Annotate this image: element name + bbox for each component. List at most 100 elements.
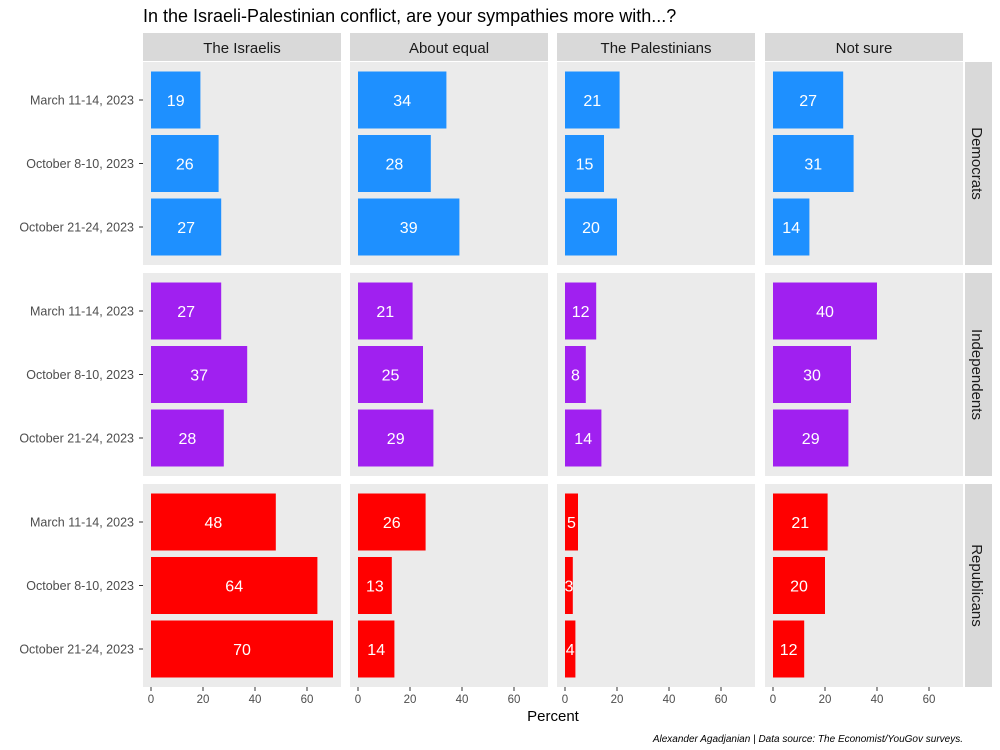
data-label: 26	[176, 157, 194, 174]
bar	[773, 557, 825, 614]
bar	[358, 135, 431, 192]
row-strip	[965, 62, 992, 265]
x-tick-label: 60	[508, 694, 521, 706]
column-strip-label: The Israelis	[203, 40, 281, 57]
bar	[358, 620, 395, 678]
x-tick-label: 0	[562, 694, 568, 706]
bar	[565, 135, 604, 192]
x-tick-label: 0	[148, 694, 154, 706]
y-tick-label: October 21-24, 2023	[19, 432, 134, 446]
y-tick-label: March 11-14, 2023	[30, 305, 134, 319]
data-label: 39	[400, 220, 418, 237]
data-label: 64	[225, 579, 243, 596]
x-tick-label: 40	[249, 694, 262, 706]
data-label: 30	[803, 368, 821, 385]
data-label: 29	[802, 431, 820, 448]
y-tick-label: October 8-10, 2023	[26, 579, 134, 593]
bar	[773, 493, 828, 551]
x-tick-label: 40	[456, 694, 469, 706]
data-label: 25	[382, 368, 400, 385]
data-label: 21	[376, 304, 394, 321]
x-tick-label: 20	[197, 694, 210, 706]
bar	[565, 493, 578, 551]
bar	[151, 493, 276, 551]
x-tick-label: 0	[355, 694, 361, 706]
data-label: 15	[576, 157, 594, 174]
x-tick-label: 20	[611, 694, 624, 706]
bar	[151, 620, 333, 678]
x-tick-label: 20	[819, 694, 832, 706]
bar	[151, 346, 248, 403]
bar	[565, 346, 586, 403]
data-label: 3	[564, 579, 573, 596]
x-tick-label: 60	[923, 694, 936, 706]
y-tick-label: October 8-10, 2023	[26, 157, 134, 171]
data-label: 21	[583, 93, 601, 110]
column-strip	[350, 33, 548, 61]
bar	[358, 493, 426, 551]
y-tick-label: October 21-24, 2023	[19, 643, 134, 657]
data-label: 31	[804, 157, 822, 174]
row-strip	[965, 484, 992, 687]
bar	[151, 282, 222, 340]
column-strip	[765, 33, 963, 61]
data-label: 70	[233, 642, 251, 659]
data-label: 14	[367, 642, 385, 659]
bar	[151, 198, 222, 256]
x-axis-label: Percent	[527, 708, 580, 725]
row-strip-label: Republicans	[968, 544, 985, 627]
bar	[151, 557, 318, 614]
bar	[151, 71, 201, 129]
data-label: 48	[205, 515, 223, 532]
data-label: 26	[383, 515, 401, 532]
bar	[358, 409, 434, 467]
column-strip	[557, 33, 755, 61]
data-label: 13	[366, 579, 384, 596]
bar	[773, 71, 844, 129]
bar	[358, 346, 423, 403]
row-strip-label: Democrats	[968, 127, 985, 200]
caption: Alexander Agadjanian | Data source: The …	[652, 734, 963, 745]
data-label: 12	[572, 304, 590, 321]
column-strip	[143, 33, 341, 61]
data-label: 21	[791, 515, 809, 532]
x-tick-label: 60	[715, 694, 728, 706]
data-label: 27	[177, 220, 195, 237]
bar	[565, 282, 597, 340]
column-strip-label: Not sure	[836, 40, 893, 57]
bar	[773, 198, 810, 256]
column-strip-label: The Palestinians	[601, 40, 712, 57]
bar	[773, 135, 854, 192]
data-label: 12	[780, 642, 798, 659]
bar	[565, 71, 620, 129]
data-label: 20	[582, 220, 600, 237]
x-tick-label: 20	[404, 694, 417, 706]
data-label: 14	[574, 431, 592, 448]
data-label: 28	[179, 431, 197, 448]
row-strip-label: Independents	[968, 329, 985, 420]
y-tick-label: October 8-10, 2023	[26, 368, 134, 382]
bar	[773, 620, 805, 678]
bar	[565, 409, 602, 467]
y-tick-label: October 21-24, 2023	[19, 221, 134, 235]
data-label: 40	[816, 304, 834, 321]
column-strip-label: About equal	[409, 40, 489, 57]
data-label: 34	[393, 93, 411, 110]
y-tick-label: March 11-14, 2023	[30, 94, 134, 108]
bar	[773, 409, 849, 467]
data-label: 4	[566, 642, 575, 659]
bar	[773, 282, 877, 340]
bar	[358, 282, 413, 340]
data-label: 8	[571, 368, 580, 385]
bar	[565, 198, 617, 256]
data-label: 27	[177, 304, 195, 321]
panel-background	[557, 484, 755, 687]
data-label: 27	[799, 93, 817, 110]
bar	[565, 557, 573, 614]
x-tick-label: 40	[871, 694, 884, 706]
bar	[151, 135, 219, 192]
bar	[358, 71, 447, 129]
data-label: 14	[782, 220, 800, 237]
row-strip	[965, 273, 992, 476]
